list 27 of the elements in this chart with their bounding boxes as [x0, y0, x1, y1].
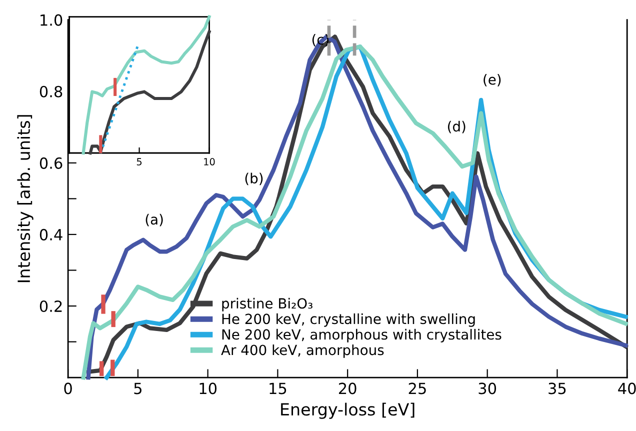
y-tick-label: 0.6 [40, 157, 62, 169]
annotation: (e) [484, 74, 501, 86]
legend-label: Ar 400 keV, amorphous [221, 344, 384, 358]
x-tick-label: 40 [618, 382, 636, 394]
y-axis-title: Intensity [arb. units] [17, 115, 34, 282]
y-tick-label: 1.0 [40, 14, 62, 26]
y-tick-label: 0.8 [40, 86, 62, 98]
x-tick-label: 25 [408, 382, 426, 394]
x-axis-title: Energy-loss [eV] [281, 402, 414, 419]
legend-label: Ne 200 keV, amorphous with crystallites [222, 328, 502, 342]
annotation: (c) [312, 34, 329, 46]
annotation: (a) [146, 214, 163, 226]
legend-label: pristine Bi₂O₃ [222, 298, 312, 312]
x-tick-label: 10 [204, 158, 215, 166]
y-tick-label: 0.4 [40, 228, 62, 240]
x-tick-label: 10 [200, 382, 217, 394]
annotation: (d) [448, 120, 466, 134]
x-tick-label: 15 [270, 382, 286, 394]
y-tick-label: 0.2 [40, 300, 62, 312]
x-tick-label: 30 [478, 382, 496, 394]
x-tick-label: 20 [338, 382, 356, 394]
legend-label: He 200 keV, crystalline with swelling [222, 313, 475, 327]
x-tick-label: 0 [64, 382, 72, 394]
x-tick-label: 35 [548, 382, 566, 394]
x-tick-label: 5 [134, 382, 142, 394]
x-tick-label: 5 [136, 158, 142, 166]
annotation: (b) [245, 172, 263, 186]
